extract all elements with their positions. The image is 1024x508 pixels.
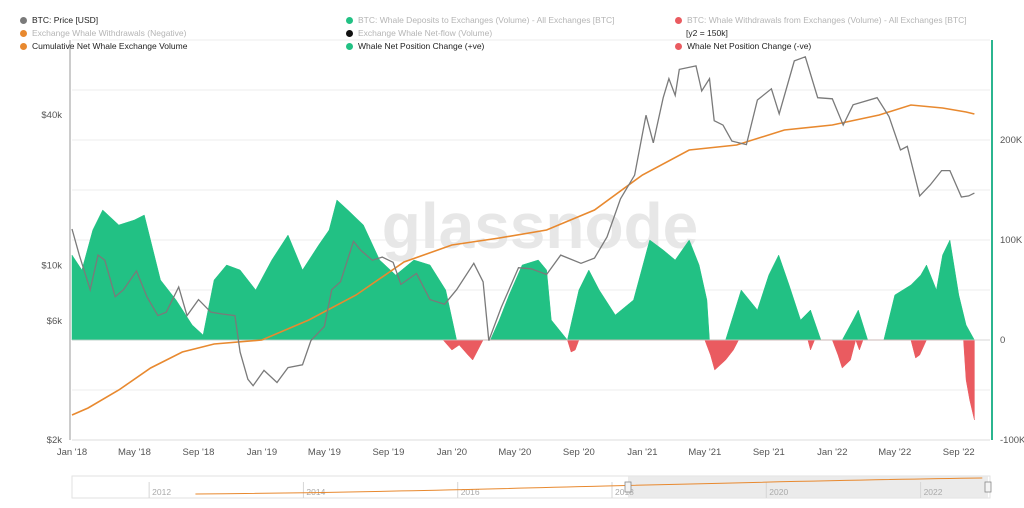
y-left-tick-label: $40k <box>41 110 62 121</box>
y-left-tick-label: $10k <box>41 260 62 271</box>
watermark: glassnode <box>382 190 699 262</box>
navigator-year-label: 2020 <box>769 487 788 497</box>
navigator-year-label: 2022 <box>924 487 943 497</box>
x-tick-label: May '21 <box>688 447 721 458</box>
series-areas <box>71 199 990 421</box>
legend-dot-icon <box>20 42 27 50</box>
x-tick-label: Jan '19 <box>247 447 277 458</box>
x-tick-label: Sep '19 <box>372 447 404 458</box>
navigator-series-line <box>195 477 983 495</box>
line-cumulative-net-whale-volume <box>71 104 975 416</box>
legend-item-whale-withdrawals[interactable]: BTC: Whale Withdrawals from Exchanges (V… <box>675 15 967 25</box>
y-right-tick-label: 0 <box>1000 335 1005 346</box>
legend-item-positive[interactable]: Whale Net Position Change (+ve) <box>346 41 484 51</box>
legend-dot-icon <box>675 42 682 50</box>
x-tick-label: May '22 <box>878 447 911 458</box>
navigator-year-label: 2012 <box>152 487 171 497</box>
x-tick-label: Jan '20 <box>437 447 467 458</box>
legend-item-whale-deposits[interactable]: BTC: Whale Deposits to Exchanges (Volume… <box>346 15 615 25</box>
navigator-handle[interactable] <box>984 481 992 493</box>
navigator-handle[interactable] <box>624 481 632 493</box>
line-btc-price <box>71 55 975 387</box>
x-tick-label: May '19 <box>308 447 341 458</box>
x-tick-label: Sep '20 <box>563 447 595 458</box>
x-tick-label: Sep '22 <box>943 447 975 458</box>
legend-item-price[interactable]: BTC: Price [USD] <box>20 15 98 25</box>
x-tick-label: Sep '21 <box>753 447 785 458</box>
legend-item-y2-note: [y2 = 150k] <box>686 28 728 38</box>
legend-item-whale-net-flow[interactable]: Exchange Whale Net-flow (Volume) <box>346 28 492 38</box>
y-right-tick-label: -100K <box>1000 435 1024 446</box>
x-tick-label: Jan '21 <box>627 447 657 458</box>
y-left-tick-label: $2k <box>47 435 63 446</box>
legend: BTC: Price [USD] BTC: Whale Deposits to … <box>0 0 1024 56</box>
legend-dot-icon <box>20 29 27 37</box>
legend-dot-icon <box>346 29 353 37</box>
navigator-selection[interactable] <box>628 476 988 498</box>
x-tick-label: Sep '18 <box>182 447 214 458</box>
legend-dot-icon <box>346 16 353 24</box>
area-whale-net-position-positive <box>71 199 975 341</box>
area-whale-net-position-negative <box>442 339 975 421</box>
x-tick-label: Jan '18 <box>57 447 87 458</box>
navigator-year-label: 2016 <box>461 487 480 497</box>
navigator-year-label: 2018 <box>615 487 634 497</box>
legend-item-whale-withdrawals-negative[interactable]: Exchange Whale Withdrawals (Negative) <box>20 28 186 38</box>
legend-dot-icon <box>20 16 27 24</box>
series-lines <box>71 55 975 416</box>
navigator[interactable]: 2012 2014 2016 2018 2020 2022 <box>71 475 992 499</box>
x-tick-label: May '20 <box>498 447 531 458</box>
y-right-tick-label: 200K <box>1000 135 1023 146</box>
y-right-tick-label: 100K <box>1000 235 1023 246</box>
x-tick-label: May '18 <box>118 447 151 458</box>
axes: Jan '18 May '18 Sep '18 Jan '19 May '19 Sep '… <box>41 40 1024 458</box>
legend-item-negative[interactable]: Whale Net Position Change (-ve) <box>675 41 811 51</box>
y-left-tick-label: $6k <box>47 316 63 327</box>
legend-dot-icon <box>675 16 682 24</box>
legend-item-cumulative[interactable]: Cumulative Net Whale Exchange Volume <box>20 41 187 51</box>
x-tick-label: Jan '22 <box>817 447 847 458</box>
legend-dot-icon <box>346 42 353 50</box>
